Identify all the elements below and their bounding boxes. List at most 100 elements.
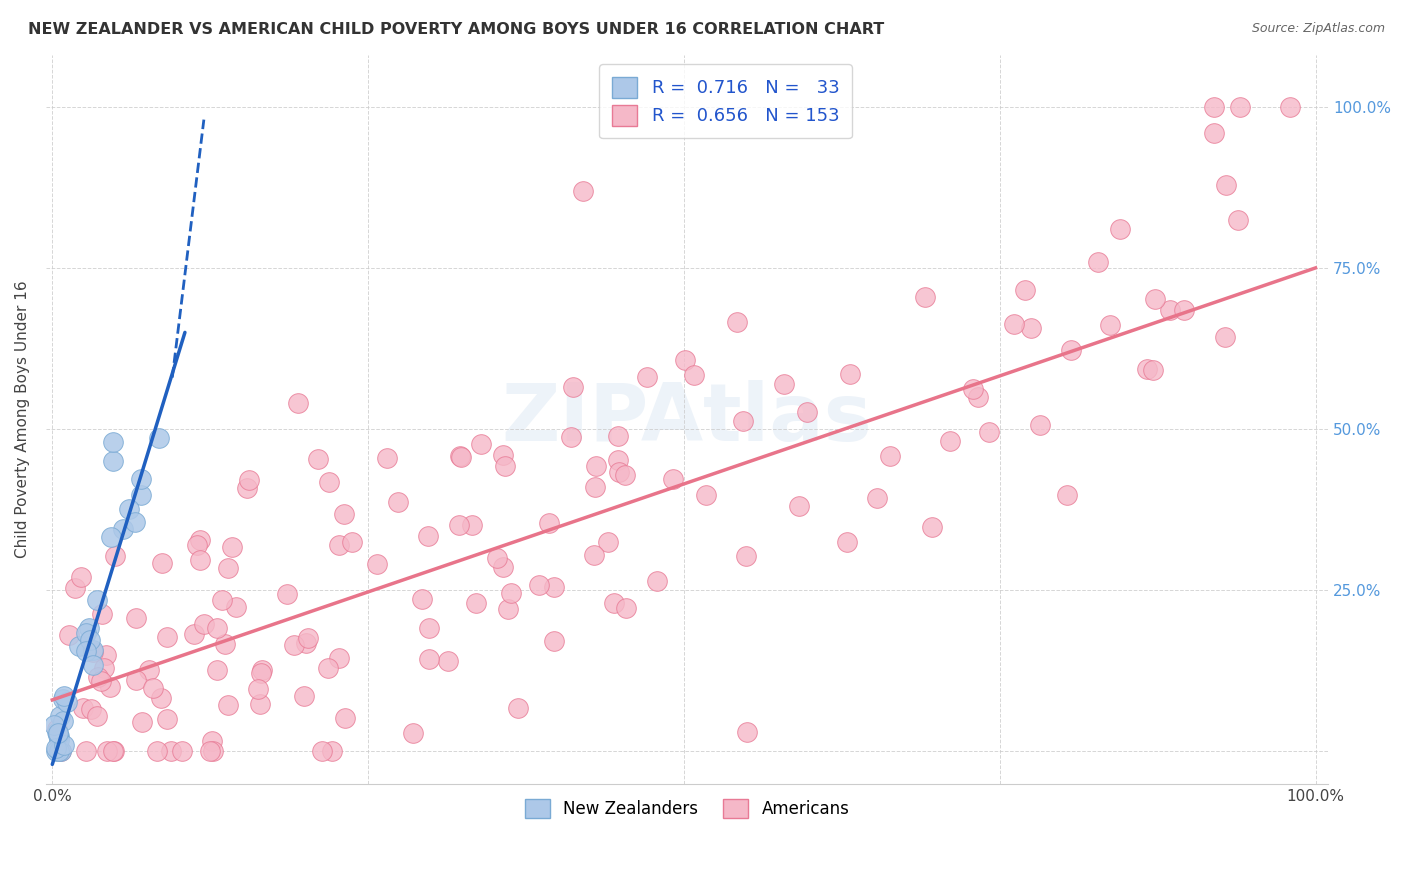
Y-axis label: Child Poverty Among Boys Under 16: Child Poverty Among Boys Under 16 [15,281,30,558]
Point [101,435,124,450]
Point [103,744,125,758]
Point [418,529,440,543]
Point [45,724,67,739]
Point [582,548,605,562]
Point [437,654,460,668]
Point [94,648,117,662]
Point [1060,343,1083,357]
Point [321,744,343,758]
Point [543,634,565,648]
Point [79,702,101,716]
Point [150,691,173,706]
Point [129,472,152,486]
Point [77,621,100,635]
Point [332,507,354,521]
Point [562,379,585,393]
Point [673,353,696,368]
Point [645,574,668,589]
Point [69,570,91,584]
Point [1142,362,1164,376]
Point [90,673,112,688]
Point [52,738,75,752]
Point [98,680,121,694]
Point [46,728,69,742]
Point [145,744,167,758]
Point [683,368,706,383]
Point [401,726,423,740]
Point [335,711,357,725]
Point [111,522,134,536]
Point [598,535,620,549]
Point [249,698,271,712]
Point [49,709,72,723]
Point [188,533,211,548]
Point [156,712,179,726]
Point [58,628,80,642]
Point [1019,321,1042,335]
Point [63,582,86,596]
Point [156,630,179,644]
Point [1087,255,1109,269]
Point [537,516,560,530]
Point [1229,100,1251,114]
Point [52,691,75,706]
Point [125,673,148,687]
Point [967,390,990,404]
Point [118,502,141,516]
Point [1227,212,1250,227]
Point [418,652,440,666]
Point [607,465,630,479]
Point [447,517,470,532]
Point [316,660,339,674]
Point [492,560,515,574]
Point [205,621,228,635]
Point [1014,283,1036,297]
Point [283,638,305,652]
Point [201,744,224,758]
Point [449,449,471,463]
Text: NEW ZEALANDER VS AMERICAN CHILD POVERTY AMONG BOYS UNDER 16 CORRELATION CHART: NEW ZEALANDER VS AMERICAN CHILD POVERTY … [28,22,884,37]
Point [1204,126,1226,140]
Point [1143,292,1166,306]
Point [100,530,122,544]
Point [246,681,269,696]
Point [460,517,482,532]
Point [613,468,636,483]
Point [342,534,364,549]
Point [45,722,67,736]
Point [772,376,794,391]
Point [101,454,124,468]
Point [188,553,211,567]
Point [1099,318,1122,332]
Point [193,617,215,632]
Point [287,395,309,409]
Point [501,586,523,600]
Point [75,625,97,640]
Point [418,621,440,635]
Point [914,290,936,304]
Point [125,610,148,624]
Point [1109,222,1132,236]
Point [506,701,529,715]
Point [46,726,69,740]
Point [142,681,165,696]
Point [1136,362,1159,376]
Point [450,450,472,464]
Point [294,636,316,650]
Point [131,714,153,729]
Point [82,645,104,659]
Point [86,709,108,723]
Point [318,475,340,489]
Point [211,592,233,607]
Point [498,602,520,616]
Point [585,458,607,473]
Point [124,515,146,529]
Point [48,732,70,747]
Point [470,437,492,451]
Point [1159,302,1181,317]
Point [159,744,181,758]
Point [225,599,247,614]
Point [75,744,97,758]
Point [72,701,94,715]
Point [1279,100,1302,114]
